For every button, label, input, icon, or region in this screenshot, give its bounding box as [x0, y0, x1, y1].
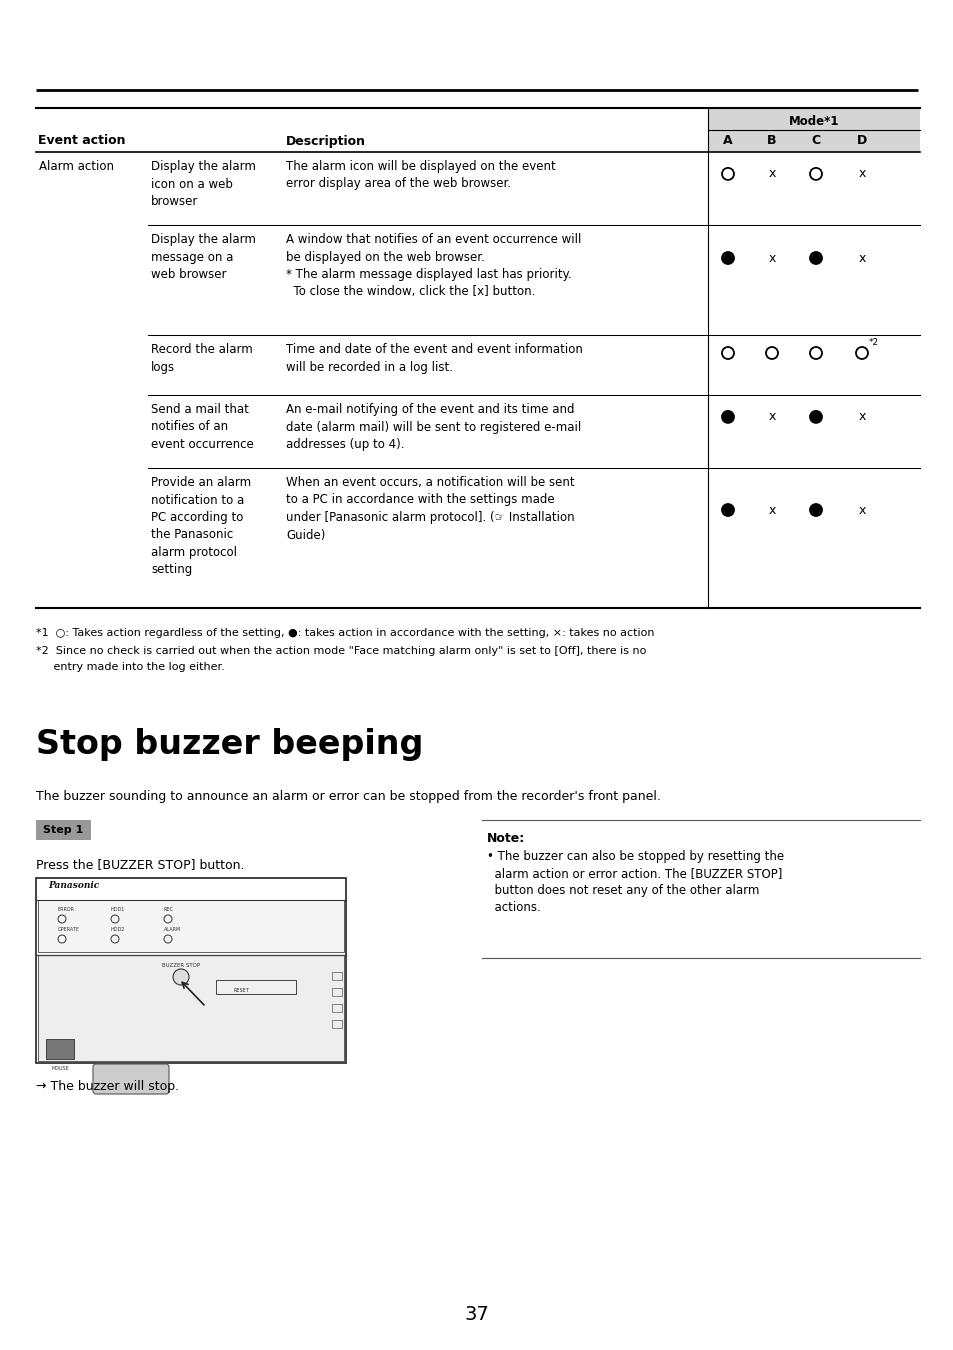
Text: → The buzzer will stop.: → The buzzer will stop. — [36, 1080, 179, 1094]
Text: x: x — [767, 410, 775, 424]
Text: *1  ○: Takes action regardless of the setting, ●: takes action in accordance wit: *1 ○: Takes action regardless of the set… — [36, 628, 654, 639]
Text: Description: Description — [286, 135, 366, 147]
Text: A: A — [722, 135, 732, 147]
Text: Time and date of the event and event information
will be recorded in a log list.: Time and date of the event and event inf… — [286, 343, 582, 374]
Text: OPERATE: OPERATE — [58, 927, 80, 931]
Bar — [215, 980, 295, 994]
Text: Mode*1: Mode*1 — [788, 115, 839, 128]
Bar — [36, 878, 346, 1062]
Text: *2: *2 — [868, 338, 879, 347]
Text: button does not reset any of the other alarm: button does not reset any of the other a… — [486, 884, 759, 896]
Text: MOUSE: MOUSE — [51, 1066, 69, 1071]
Text: Display the alarm
message on a
web browser: Display the alarm message on a web brows… — [151, 234, 255, 281]
Text: 37: 37 — [464, 1305, 489, 1324]
Circle shape — [809, 252, 821, 265]
Text: Provide an alarm
notification to a
PC according to
the Panasonic
alarm protocol
: Provide an alarm notification to a PC ac… — [151, 477, 251, 576]
Bar — [332, 1021, 341, 1027]
Bar — [36, 819, 91, 840]
Text: Display the alarm
icon on a web
browser: Display the alarm icon on a web browser — [151, 161, 255, 208]
Text: x: x — [858, 167, 864, 181]
Text: The buzzer sounding to announce an alarm or error can be stopped from the record: The buzzer sounding to announce an alarm… — [36, 790, 660, 803]
Bar — [332, 972, 341, 980]
Text: alarm action or error action. The [BUZZER STOP]: alarm action or error action. The [BUZZE… — [486, 867, 781, 880]
Text: HDD2: HDD2 — [111, 927, 125, 931]
Circle shape — [809, 504, 821, 516]
Circle shape — [809, 410, 821, 423]
Text: x: x — [767, 167, 775, 181]
Bar — [332, 1004, 341, 1012]
Text: *2  Since no check is carried out when the action mode "Face matching alarm only: *2 Since no check is carried out when th… — [36, 647, 646, 656]
Text: Press the [BUZZER STOP] button.: Press the [BUZZER STOP] button. — [36, 859, 244, 871]
Text: Note:: Note: — [486, 832, 525, 845]
Circle shape — [721, 252, 733, 265]
Text: C: C — [811, 135, 820, 147]
Bar — [46, 1040, 74, 1058]
Text: x: x — [858, 504, 864, 517]
Text: Send a mail that
notifies of an
event occurrence: Send a mail that notifies of an event oc… — [151, 404, 253, 451]
Circle shape — [721, 410, 733, 423]
Bar — [38, 900, 344, 952]
Text: entry made into the log either.: entry made into the log either. — [36, 662, 225, 672]
Text: The alarm icon will be displayed on the event
error display area of the web brow: The alarm icon will be displayed on the … — [286, 161, 556, 190]
Text: Event action: Event action — [38, 135, 126, 147]
Text: RESET: RESET — [233, 987, 249, 992]
Text: An e-mail notifying of the event and its time and
date (alarm mail) will be sent: An e-mail notifying of the event and its… — [286, 404, 580, 451]
FancyBboxPatch shape — [92, 1064, 169, 1094]
Text: Alarm action: Alarm action — [39, 161, 113, 173]
Text: REC: REC — [164, 907, 173, 913]
Text: HDD1: HDD1 — [111, 907, 125, 913]
Text: BUZZER STOP: BUZZER STOP — [162, 963, 200, 968]
Text: ERROR: ERROR — [58, 907, 75, 913]
Text: When an event occurs, a notification will be sent
to a PC in accordance with the: When an event occurs, a notification wil… — [286, 477, 574, 541]
Text: x: x — [767, 251, 775, 265]
Bar — [707, 108, 919, 153]
Text: Stop buzzer beeping: Stop buzzer beeping — [36, 728, 423, 761]
Text: x: x — [858, 251, 864, 265]
Text: Step 1: Step 1 — [43, 825, 84, 836]
Circle shape — [721, 504, 733, 516]
Text: Record the alarm
logs: Record the alarm logs — [151, 343, 253, 374]
Text: x: x — [858, 410, 864, 424]
Bar — [38, 954, 344, 1061]
Circle shape — [172, 969, 189, 986]
Text: D: D — [856, 135, 866, 147]
Text: A window that notifies of an event occurrence will
be displayed on the web brows: A window that notifies of an event occur… — [286, 234, 580, 298]
Text: Panasonic: Panasonic — [48, 882, 99, 890]
Text: • The buzzer can also be stopped by resetting the: • The buzzer can also be stopped by rese… — [486, 850, 783, 863]
Text: B: B — [766, 135, 776, 147]
Text: actions.: actions. — [486, 900, 540, 914]
Text: ALARM: ALARM — [164, 927, 181, 931]
Text: x: x — [767, 504, 775, 517]
Bar — [332, 988, 341, 996]
